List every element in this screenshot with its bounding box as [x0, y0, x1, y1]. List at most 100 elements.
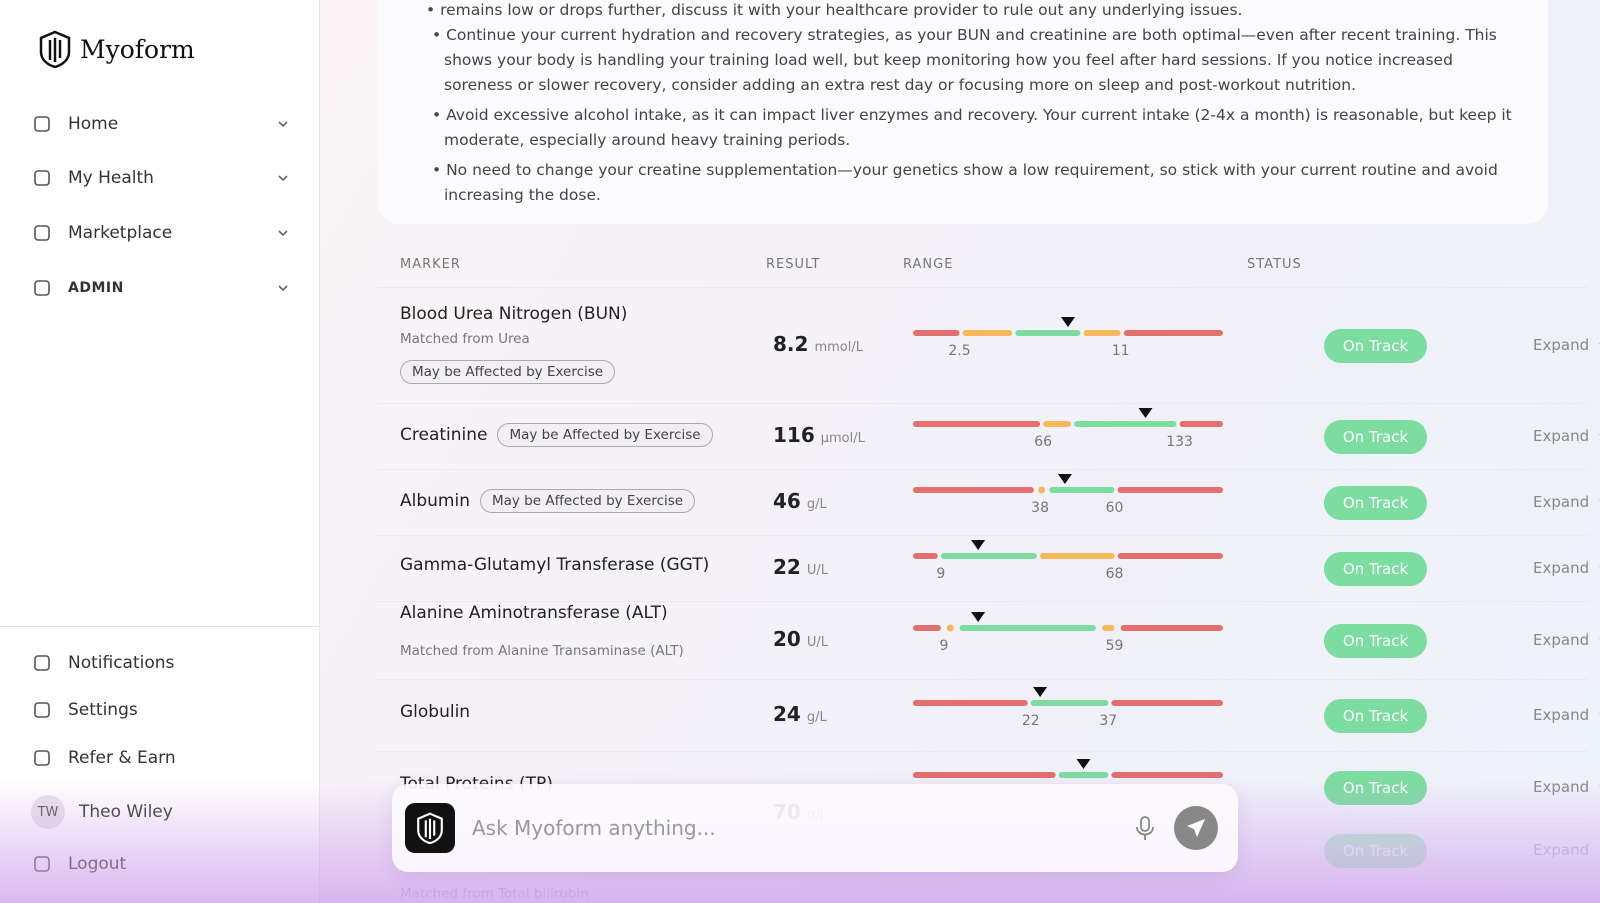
expand-button[interactable]: Expand: [1533, 631, 1600, 649]
status-pill: On Track: [1324, 420, 1427, 454]
exercise-tag: May be Affected by Exercise: [479, 489, 696, 513]
expand-button[interactable]: Expand: [1533, 841, 1600, 859]
exercise-tag: May be Affected by Exercise: [497, 423, 713, 447]
marker-row[interactable]: Creatinine May be Affected by Exercise 116…: [378, 403, 1600, 469]
range-bar: 22 37: [913, 687, 1223, 729]
logout-label: Logout: [68, 854, 127, 874]
column-header: STATUS: [1247, 257, 1302, 272]
marker-row[interactable]: Blood Urea Nitrogen (BUN) Matched from Ur…: [378, 287, 1600, 403]
range-high: 59: [1105, 638, 1124, 654]
nav-label: Marketplace: [68, 223, 173, 243]
avatar: TW: [31, 795, 65, 829]
marker-row[interactable]: Gamma-Glutamyl Transferase (GGT) 22 U/L 9 68…: [378, 535, 1600, 601]
rec-item: • No need to change your creatine supple…: [432, 161, 1498, 204]
nav-item[interactable]: ADMIN: [32, 278, 290, 298]
main: • remains low or drops further, discuss …: [320, 0, 1600, 903]
expand-button[interactable]: Expand: [1533, 559, 1600, 577]
marker-name: Blood Urea Nitrogen (BUN): [400, 304, 627, 324]
marker-source: Matched from Urea: [400, 331, 530, 347]
status-pill: On Track: [1324, 329, 1427, 363]
expand-button[interactable]: Expand: [1533, 706, 1600, 724]
result-value: 20: [773, 627, 801, 651]
expand-button[interactable]: Expand: [1533, 778, 1600, 796]
marker-label: Alanine Aminotransferase (ALT): [400, 603, 668, 623]
result-value: 22: [773, 555, 801, 579]
result: 46 g/L: [773, 489, 827, 513]
range-bar: 2.5 11: [913, 317, 1223, 359]
logout[interactable]: Logout: [32, 854, 290, 874]
rec-text: No need to change your creatine suppleme…: [444, 161, 1498, 204]
status-pill: On Track: [1324, 699, 1427, 733]
brand-logo: [39, 30, 71, 68]
marker-source: Matched from Alanine Transaminase (ALT): [400, 643, 684, 659]
expand-label: Expand: [1533, 493, 1590, 511]
expand-button[interactable]: Expand: [1533, 336, 1600, 354]
nav-item[interactable]: Settings: [32, 700, 290, 720]
range-low: 66: [1034, 434, 1053, 450]
chat-input[interactable]: Ask Myoform anything...: [472, 816, 716, 840]
nav-item[interactable]: Marketplace: [32, 223, 290, 243]
result: 116 µmol/L: [773, 423, 865, 447]
result-unit: µmol/L: [820, 431, 865, 446]
send-button[interactable]: [1174, 806, 1218, 850]
expand-label: Expand: [1533, 427, 1590, 445]
result: 24 g/L: [773, 702, 827, 726]
marker-label: Globulin: [400, 702, 471, 722]
marker-name: Alanine Aminotransferase (ALT): [400, 603, 668, 623]
status-pill: On Track: [1324, 486, 1427, 520]
marker-row[interactable]: Alanine Aminotransferase (ALT) Matched fr…: [378, 601, 1600, 679]
user[interactable]: TW Theo Wiley: [31, 795, 289, 829]
range-low: 2.5: [948, 343, 971, 359]
cut-off-text: • remains low or drops further, discuss …: [426, 1, 1243, 19]
range-low: 9: [936, 566, 946, 582]
range-bar: [913, 759, 1223, 799]
marker-label: Gamma-Glutamyl Transferase (GGT): [400, 555, 710, 575]
range-low: 9: [939, 638, 949, 654]
nav-label: ADMIN: [68, 280, 124, 296]
marker-source: Matched from Total bilirubin: [400, 886, 589, 902]
chat-logo: [405, 803, 455, 853]
nav-label: Notifications: [68, 653, 175, 673]
column-header: MARKER: [400, 257, 461, 272]
chat-box[interactable]: Ask Myoform anything...: [392, 784, 1238, 872]
marker-name: Gamma-Glutamyl Transferase (GGT): [400, 555, 709, 575]
expand-label: Expand: [1533, 706, 1590, 724]
marker-label: Albumin: [400, 491, 470, 511]
marker-row[interactable]: Albumin May be Affected by Exercise 46 g/L 3…: [378, 469, 1600, 535]
marker-label: Blood Urea Nitrogen (BUN): [400, 304, 628, 324]
marker-label: Creatinine: [400, 425, 488, 445]
range-bar: 38 60: [913, 474, 1223, 516]
result-value: 24: [773, 702, 801, 726]
result-unit: U/L: [806, 635, 828, 650]
result: 8.2 mmol/L: [773, 332, 863, 356]
column-header: RESULT: [766, 257, 821, 272]
nav-label: Settings: [68, 700, 138, 720]
brand-name: Myoform: [80, 34, 195, 64]
result-unit: U/L: [806, 563, 828, 578]
rec-item: • Continue your current hydration and re…: [432, 26, 1497, 94]
rec-list: • Continue your current hydration and re…: [426, 23, 1512, 208]
column-header: RANGE: [903, 257, 954, 272]
nav-item[interactable]: Notifications: [32, 653, 290, 673]
range-bar: 9 59: [913, 612, 1223, 654]
expand-button[interactable]: Expand: [1533, 493, 1600, 511]
marker-row[interactable]: Globulin 24 g/L 22 37 On Track Expand: [378, 679, 1600, 751]
sidebar: Myoform Home My Health Marketplace ADMIN Not…: [0, 0, 320, 903]
user-name: Theo Wiley: [79, 802, 173, 822]
mic-button[interactable]: [1134, 815, 1156, 841]
result-unit: g/L: [806, 497, 827, 512]
status-pill: On Track: [1324, 624, 1427, 658]
rec-text: Continue your current hydration and reco…: [444, 26, 1497, 94]
brand[interactable]: Myoform: [38, 30, 195, 68]
nav-item[interactable]: My Health: [32, 168, 290, 188]
nav-item[interactable]: Refer & Earn: [32, 748, 290, 768]
nav-label: My Health: [68, 168, 154, 188]
expand-button[interactable]: Expand: [1533, 427, 1600, 445]
result: 20 U/L: [773, 627, 828, 651]
nav-item[interactable]: Home: [32, 114, 290, 134]
marker-name: Albumin May be Affected by Exercise: [400, 489, 696, 513]
range-high: 11: [1111, 343, 1130, 359]
marker-name: Creatinine May be Affected by Exercise: [400, 423, 713, 447]
range-high: 60: [1105, 500, 1124, 516]
